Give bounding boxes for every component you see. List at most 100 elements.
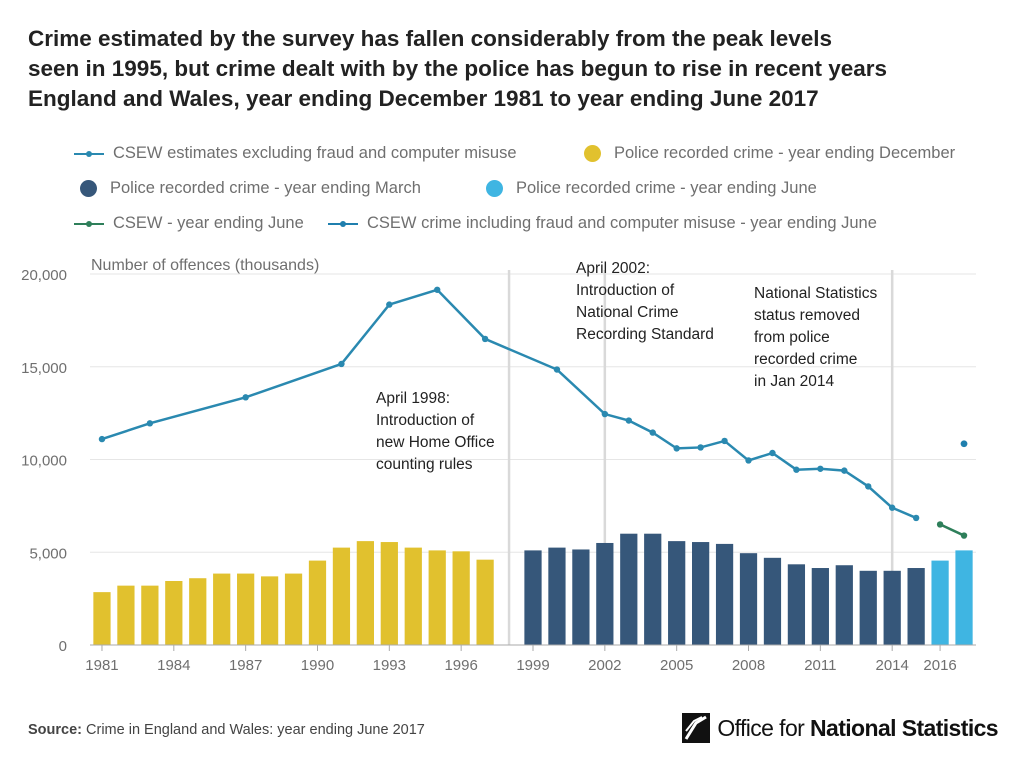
data-point[interactable]: [649, 429, 656, 436]
bar[interactable]: [260, 576, 279, 645]
annotation-line-text: Recording Standard: [576, 326, 714, 343]
bar[interactable]: [931, 560, 949, 645]
bar[interactable]: [213, 573, 231, 645]
annotations: April 1998: Introduction of new Home Offic…: [376, 260, 877, 473]
bar[interactable]: [644, 533, 662, 645]
data-point[interactable]: [242, 394, 249, 401]
legend-label: Police recorded crime - year ending Marc…: [110, 179, 421, 197]
annotation-text: National Statistics status removed from po…: [754, 285, 877, 390]
data-point[interactable]: [146, 420, 154, 427]
bar[interactable]: [739, 553, 758, 645]
legend-line-swatch: [74, 217, 104, 231]
legend-item-police-march[interactable]: Police recorded crime - year ending Marc…: [74, 179, 421, 198]
data-point[interactable]: [817, 465, 824, 472]
data-point[interactable]: [912, 514, 920, 522]
bar[interactable]: [332, 547, 351, 645]
data-point[interactable]: [769, 449, 776, 457]
bar[interactable]: [811, 568, 829, 645]
y-tick-label: 10,000: [21, 453, 67, 470]
data-point[interactable]: [960, 532, 968, 539]
legend-dot-swatch: [80, 180, 97, 197]
data-point[interactable]: [601, 410, 609, 418]
annotation-line-text: new Home Office: [376, 434, 495, 451]
data-point[interactable]: [721, 437, 728, 445]
data-point[interactable]: [386, 301, 393, 308]
bar[interactable]: [883, 570, 901, 645]
bar[interactable]: [428, 550, 446, 645]
logo-part-2: National Statistics: [810, 714, 999, 741]
legend-item-csew-june[interactable]: CSEW - year ending June: [74, 214, 304, 233]
bar[interactable]: [189, 578, 207, 645]
x-tick-label: 2005: [660, 657, 693, 674]
source-footer: Source: Crime in England and Wales: year…: [28, 722, 425, 738]
data-point[interactable]: [865, 483, 872, 490]
legend-label: CSEW estimates excluding fraud and compu…: [113, 144, 517, 162]
annotation-text: April 1998: Introduction of new Home Offic…: [376, 390, 495, 473]
legend-dot-swatch: [584, 145, 601, 162]
ons-logo-text: Office for National Statistics: [717, 715, 998, 742]
bar[interactable]: [620, 533, 638, 645]
bar[interactable]: [859, 570, 877, 645]
bar[interactable]: [308, 560, 327, 645]
bar[interactable]: [907, 568, 925, 645]
bar[interactable]: [165, 581, 183, 645]
bar[interactable]: [93, 592, 111, 645]
bar[interactable]: [284, 573, 303, 645]
bar[interactable]: [356, 541, 374, 645]
bar[interactable]: [955, 550, 973, 645]
x-tick-label: 2014: [876, 657, 909, 674]
annotation-line-text: National Crime: [576, 304, 679, 321]
data-point[interactable]: [697, 444, 704, 451]
title-line-2: seen in 1995, but crime dealt with by th…: [28, 56, 888, 81]
bar[interactable]: [237, 573, 255, 645]
legend-line-swatch: [74, 147, 104, 161]
chart-title: Crime estimated by the survey has fallen…: [28, 24, 1008, 114]
bar[interactable]: [452, 551, 470, 645]
data-point[interactable]: [553, 366, 561, 373]
annotation-line-text: National Statistics: [754, 285, 877, 302]
x-tick-label: 1993: [373, 657, 406, 674]
bar[interactable]: [548, 547, 566, 645]
annotation-line-text: April 2002:: [576, 260, 650, 277]
x-tick-label: 2011: [804, 657, 836, 674]
ons-logo-icon: [682, 713, 711, 743]
data-point[interactable]: [793, 466, 800, 473]
bar[interactable]: [835, 565, 853, 645]
data-point[interactable]: [960, 440, 968, 448]
legend-item-csew-excl[interactable]: CSEW estimates excluding fraud and compu…: [74, 144, 517, 163]
bar[interactable]: [141, 585, 159, 645]
series-line: [939, 523, 965, 537]
data-point[interactable]: [481, 335, 489, 343]
bar[interactable]: [596, 542, 614, 645]
data-point[interactable]: [841, 467, 848, 474]
bar[interactable]: [476, 559, 494, 645]
data-point[interactable]: [888, 504, 896, 511]
data-point[interactable]: [745, 457, 752, 464]
data-point[interactable]: [625, 417, 632, 424]
annotation-line-text: status removed: [754, 307, 860, 324]
data-point[interactable]: [434, 286, 441, 293]
bar[interactable]: [692, 542, 710, 645]
bar[interactable]: [572, 549, 590, 645]
bar[interactable]: [715, 543, 734, 645]
bar[interactable]: [668, 541, 686, 645]
legend-item-police-december[interactable]: Police recorded crime - year ending Dece…: [578, 144, 955, 163]
x-tick-label: 1981: [85, 657, 118, 674]
data-point[interactable]: [98, 435, 106, 443]
data-point[interactable]: [338, 360, 345, 368]
legend-item-police-june[interactable]: Police recorded crime - year ending June: [480, 179, 817, 198]
title-line-1: Crime estimated by the survey has fallen…: [28, 26, 833, 51]
bar[interactable]: [117, 585, 135, 645]
annotation-line-text: April 1998:: [376, 390, 450, 407]
legend-item-csew-incl[interactable]: CSEW crime including fraud and computer …: [328, 214, 877, 233]
bar[interactable]: [404, 547, 422, 645]
bar[interactable]: [524, 550, 542, 645]
data-point[interactable]: [936, 521, 944, 528]
bar[interactable]: [763, 557, 782, 645]
bar[interactable]: [380, 542, 398, 645]
source-label: Source:: [28, 722, 82, 738]
source-text: Crime in England and Wales: year ending …: [86, 722, 425, 738]
legend-label: Police recorded crime - year ending Dece…: [614, 144, 956, 162]
bar[interactable]: [787, 564, 806, 645]
data-point[interactable]: [673, 445, 680, 452]
